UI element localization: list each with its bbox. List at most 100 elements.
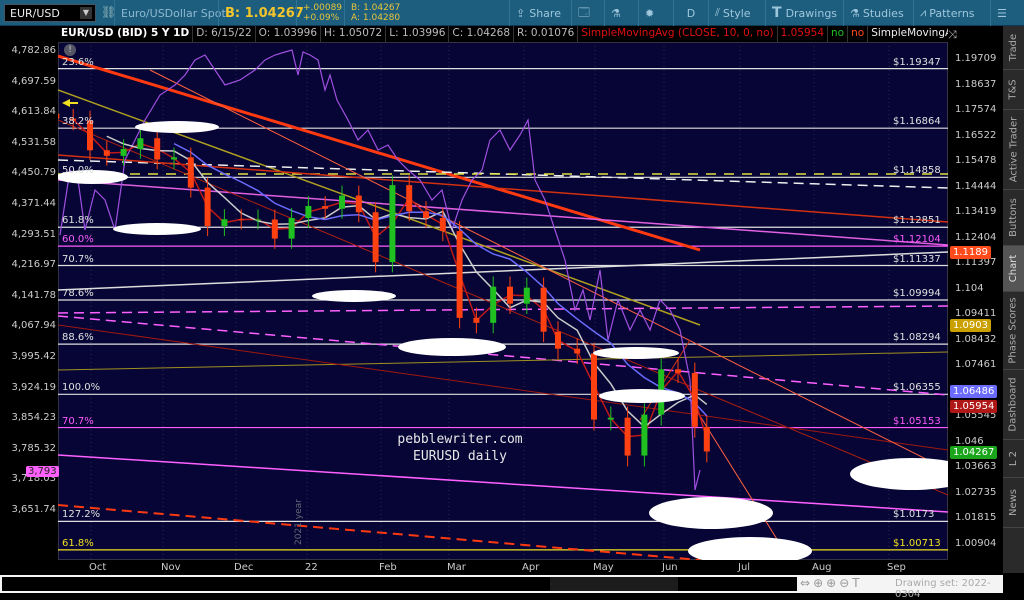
side-tab-buttons[interactable]: Buttons [1003,190,1024,246]
side-tab-phase-scores[interactable]: Phase Scores [1003,292,1024,370]
dashed-red-line [58,504,701,560]
watermark-caption: EURUSD daily [413,449,507,464]
chart-info-row: EUR/USD (BID) 5 Y 1D D: 6/15/22 O: 1.039… [58,26,948,42]
aggregation-button[interactable]: D [673,0,708,26]
studies-button[interactable]: ⚗ Studies [843,0,913,26]
index-tick: 3,924.19 [11,381,56,393]
ask: A: 1.04280 [351,13,401,23]
side-tab-trade[interactable]: Trade [1003,26,1024,70]
candle-body [507,286,513,304]
candle-body [70,118,77,121]
share-icon: ⇪ [516,6,526,20]
highlight-ellipse [593,347,679,359]
fib-price-label: $1.11337 [893,253,941,265]
bar-date: D: 6/15/22 [193,26,256,42]
horizontal-scrollbar[interactable] [2,577,797,591]
fib-pct-label: 60.0% [62,234,94,246]
study-sma20-label[interactable]: SimpleMovingAvg (CLOSE, 20, 0,... [868,26,948,42]
side-tab-chart[interactable]: Chart [1003,246,1024,292]
highlight-ellipse [599,389,685,403]
side-tab-l-2[interactable]: L 2 [1003,440,1024,478]
patterns-button[interactable]: ⩘ Patterns [913,0,990,26]
side-tab-label: News [1008,488,1019,517]
fib-price-label: $1.05153 [893,415,941,427]
symbol-description: Euro/USDollar Spot [114,0,226,26]
share-label: Share [529,6,561,20]
style-button[interactable]: ⫽ Style [708,0,765,26]
red-channel-line-2 [58,324,948,451]
fib-pct-label: 78.6% [62,287,94,299]
symbol-value: EUR/USD [10,7,60,20]
side-tab-news[interactable]: News [1003,478,1024,528]
candle-body [372,212,379,263]
zoom-out-icon[interactable]: ⊖ [839,576,853,590]
symbol-selector[interactable]: EUR/USD ▼ [4,4,96,22]
dashed-magenta-2 [58,315,948,396]
side-tab-dashboard[interactable]: Dashboard [1003,370,1024,440]
fib-pct-label: 61.8% [62,215,94,227]
red-channel-line [58,119,948,496]
share-button[interactable]: ⇪ Share [509,0,571,26]
study-sma10-label[interactable]: SimpleMovingAvg (CLOSE, 10, 0, no) [578,26,778,42]
index-tick: 3,995.42 [11,351,56,362]
time-tick: Dec [234,562,254,573]
settings-button[interactable]: ✹ [638,0,673,26]
scrollbar-thumb[interactable] [550,577,678,591]
zoom-controls[interactable]: ⇔⊕⊕⊖T [800,576,863,590]
fib-price-label: $1.09994 [893,287,941,299]
candle-body [675,369,681,373]
side-tab-label: Active Trader [1008,116,1020,183]
index-tick: 4,450.79 [11,167,56,179]
link-icon[interactable]: ⛓ [101,5,117,19]
fib-pct-label: 88.6% [62,332,94,344]
fib-price-label: $1.06355 [893,382,941,394]
sma200-line [58,54,701,252]
price-chart[interactable] [58,42,948,560]
expand-axis-icon[interactable]: ⤨ [948,28,957,41]
candle-body [406,185,413,212]
pan-icon[interactable]: ⇔ [800,576,814,590]
side-tabs: Trade T&S Active Trader Buttons Chart Phase S… [1003,26,1024,573]
time-tick: Jul [738,562,751,573]
text-t-icon[interactable]: T [852,576,863,590]
price-badge: 1.05954 [950,399,998,413]
candle-body [204,187,211,227]
candle-body [607,417,614,420]
candle-body [555,331,561,349]
chart-title: EUR/USD (BID) 5 Y 1D [58,26,194,42]
drawings-button[interactable]: T Drawings [765,0,843,26]
chevron-down-icon[interactable]: ▼ [80,7,92,19]
crosshair-icon[interactable]: ⊕ [813,576,827,590]
index-tick: 4,067.94 [11,320,56,332]
price-tick: 1.046 [955,435,984,447]
drawing-set[interactable]: Drawing set: 2022-0304 [895,578,991,600]
candle-body [523,287,530,304]
bar-high: H: 1.05072 [321,26,387,42]
studies-label: Studies [862,6,904,20]
candle-body [238,219,245,221]
side-tab-label: Chart [1008,254,1020,283]
candle-body [58,113,60,119]
flask-button[interactable]: ⚗ [604,0,638,26]
candle-body [322,206,329,209]
zoom-in-icon[interactable]: ⊕ [826,576,840,590]
drawings-label: Drawings [785,6,838,20]
fib-pct-label: 70.7% [62,253,94,265]
side-tab-active-trader[interactable]: Active Trader [1003,110,1024,190]
fib-pct-label: 61.8% [62,537,94,549]
alert-button[interactable]: 🗔 [571,0,604,26]
highlight-ellipse [58,170,128,184]
candle-body [154,138,161,160]
side-tab-label: Trade [1008,33,1020,62]
candle-body [591,353,597,420]
menu-button[interactable]: ☰ [990,0,1024,26]
fib-price-label: $1.14858 [893,165,941,177]
time-tick: Jun [662,562,678,573]
candle-body [641,414,648,456]
candle-body [103,150,110,156]
side-tab-t-s[interactable]: T&S [1003,70,1024,110]
candle-body [574,348,581,354]
oscillator-line [59,49,701,491]
info-icon[interactable]: ! [64,44,76,56]
bar-low: L: 1.03996 [386,26,450,42]
